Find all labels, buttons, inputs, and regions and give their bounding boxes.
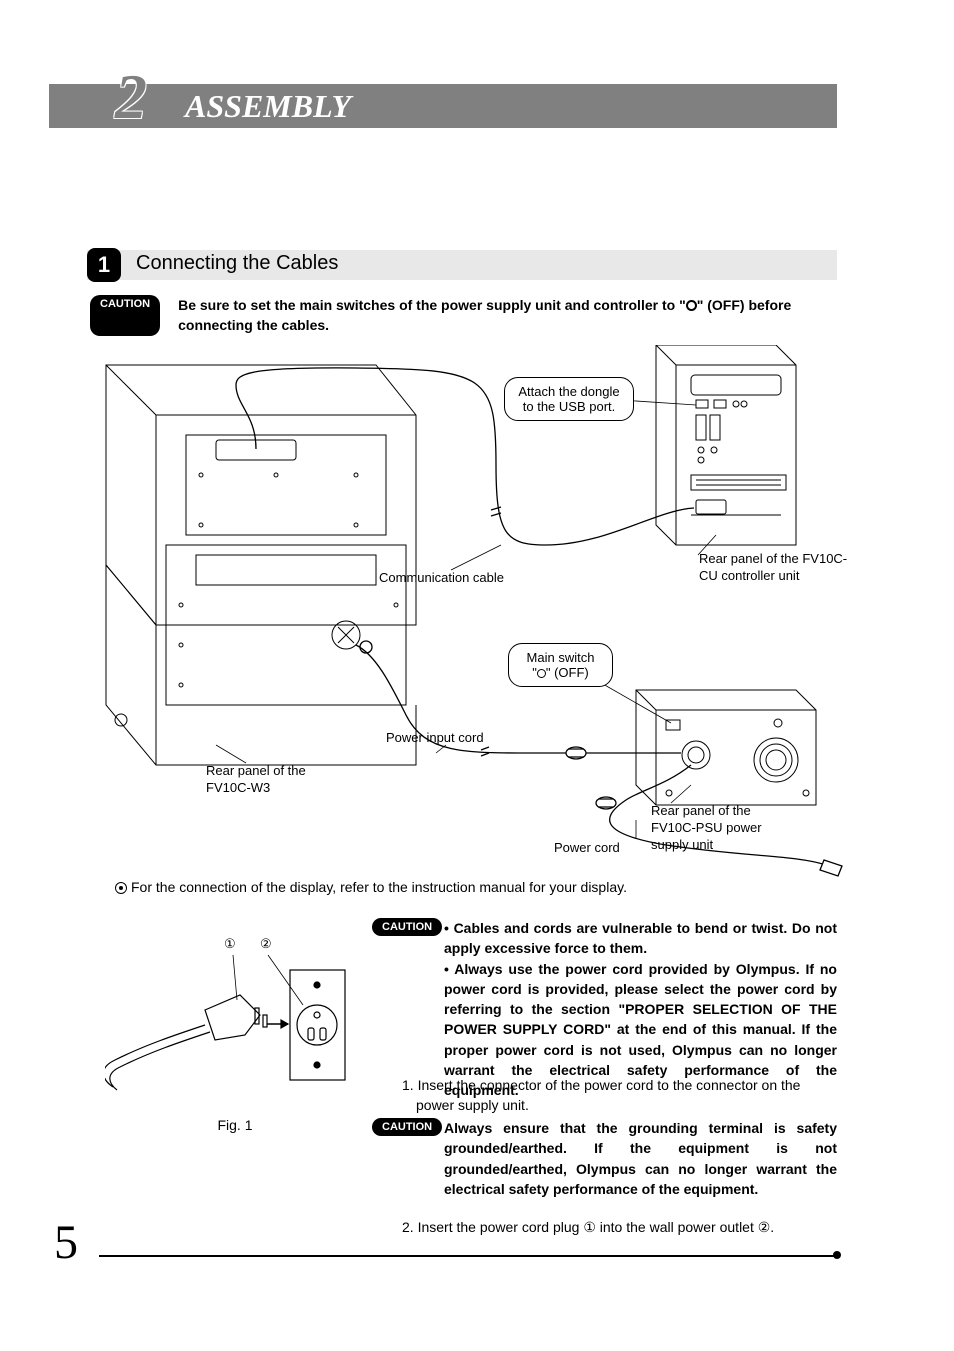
caution-block-main: CAUTION Be sure to set the main switches… [90, 295, 837, 336]
label-psu-rear: Rear panel of the FV10C-PSU power supply… [651, 803, 781, 854]
bullet-icon [115, 882, 127, 894]
caution-badge: CAUTION [372, 1118, 442, 1136]
page-number: 5 [54, 1215, 78, 1270]
caution-badge: CAUTION [372, 918, 442, 936]
label-power-cord: Power cord [554, 840, 620, 857]
chapter-number: 2 [115, 60, 147, 134]
figure-1: ① ② [105, 930, 365, 1130]
caution-block-grounding: CAUTION Always ensure that the grounding… [372, 1118, 837, 1199]
chapter-title: ASSEMBLY [185, 84, 351, 128]
label-fv10c-w3-rear: Rear panel of the FV10C-W3 [206, 763, 336, 797]
caution-badge: CAUTION [90, 295, 160, 336]
label-communication-cable: Communication cable [379, 570, 504, 587]
switch-line2b: " (OFF) [546, 665, 589, 680]
switch-line1: Main switch [527, 650, 595, 665]
caution-bullet-1: Cables and cords are vulnerable to bend … [444, 920, 837, 956]
off-symbol-icon [537, 669, 546, 678]
step-1: 1. Insert the connector of the power cor… [400, 1076, 837, 1115]
footer-rule [99, 1255, 837, 1257]
label-controller-rear: Rear panel of the FV10C-CU controller un… [699, 551, 849, 585]
footer-dot-icon [833, 1251, 841, 1259]
wiring-diagram: Attach the dongle to the USB port. Rear … [96, 345, 856, 885]
section-number: 1 [87, 248, 121, 282]
figure-1-caption: Fig. 1 [105, 1117, 365, 1133]
callout-main-switch: Main switch "" (OFF) [508, 643, 613, 687]
step-2: 2. Insert the power cord plug ① into the… [400, 1218, 837, 1238]
off-symbol-icon [686, 300, 697, 311]
callout-dongle: Attach the dongle to the USB port. [504, 377, 634, 421]
display-note: For the connection of the display, refer… [115, 879, 627, 895]
chapter-header-bar [49, 84, 837, 128]
fig1-marker-2: ② [260, 936, 272, 952]
caution-grounding-text: Always ensure that the grounding termina… [444, 1118, 837, 1199]
caution-text-before: Be sure to set the main switches of the … [178, 297, 686, 313]
section-title: Connecting the Cables [136, 252, 338, 275]
caution-text: Be sure to set the main switches of the … [178, 295, 837, 336]
caution-block-cables: CAUTION • Cables and cords are vulnerabl… [372, 918, 837, 1101]
note-text: For the connection of the display, refer… [131, 879, 627, 895]
figure-1-svg [105, 930, 365, 1120]
fig1-marker-1: ① [224, 936, 236, 952]
label-power-input-cord: Power input cord [386, 730, 484, 747]
